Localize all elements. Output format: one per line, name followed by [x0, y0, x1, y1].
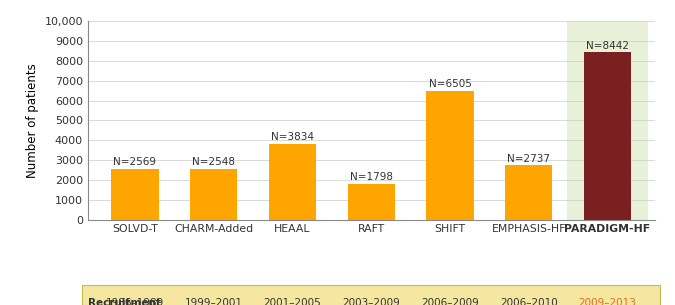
Text: 2001–2005: 2001–2005	[264, 298, 321, 305]
Text: N=3834: N=3834	[271, 132, 314, 142]
Text: 2003–2009: 2003–2009	[342, 298, 400, 305]
Text: N=1798: N=1798	[350, 172, 393, 182]
Text: 2009–2013: 2009–2013	[578, 298, 637, 305]
Text: 2006–2010: 2006–2010	[500, 298, 558, 305]
Text: 1986–1989: 1986–1989	[106, 298, 164, 305]
Text: N=2569: N=2569	[113, 157, 157, 167]
Bar	[427, 91, 474, 220]
Bar	[505, 165, 552, 220]
Bar	[269, 144, 316, 220]
Text: 2006–2009: 2006–2009	[421, 298, 479, 305]
Bar	[584, 52, 631, 220]
Y-axis label: Number of patients: Number of patients	[26, 63, 39, 178]
FancyBboxPatch shape	[82, 285, 660, 305]
Text: N=2548: N=2548	[192, 157, 236, 167]
Bar	[111, 169, 159, 220]
Text: Recruitment: Recruitment	[88, 298, 161, 305]
Text: 1999–2001: 1999–2001	[185, 298, 243, 305]
Text: N=8442: N=8442	[586, 41, 629, 51]
Bar	[190, 169, 238, 220]
Bar	[348, 184, 395, 220]
Bar	[566, 21, 649, 220]
Text: N=6505: N=6505	[429, 79, 471, 89]
Text: N=2737: N=2737	[507, 154, 550, 164]
